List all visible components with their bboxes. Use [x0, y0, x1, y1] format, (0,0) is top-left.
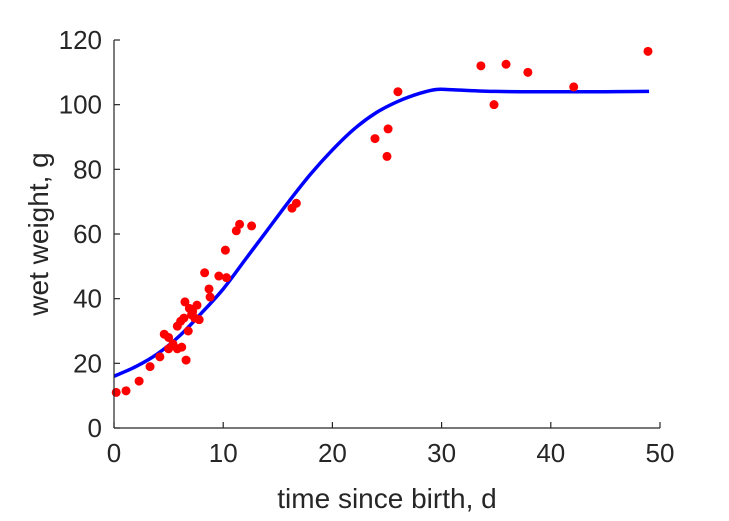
y-tick-label: 120 [59, 25, 102, 55]
data-point [383, 124, 393, 134]
y-tick-label: 0 [88, 413, 102, 443]
data-point [180, 297, 190, 307]
data-point [164, 332, 174, 342]
y-tick-label: 20 [73, 348, 102, 378]
x-tick-label: 10 [209, 438, 238, 468]
data-point [489, 100, 499, 110]
data-point [194, 315, 204, 325]
x-ticks: 0 10 20 30 40 50 [107, 422, 675, 468]
data-point [370, 134, 380, 144]
y-ticks: 0 20 40 60 80 100 120 [59, 25, 120, 443]
y-axis-title: wet weight, g [23, 152, 54, 316]
data-point [501, 59, 511, 69]
data-point [145, 362, 155, 372]
model-fit-line [113, 87, 650, 378]
data-point [523, 67, 533, 77]
data-point [111, 387, 121, 397]
data-point [205, 292, 215, 302]
plot-area [111, 46, 653, 397]
y-tick-label: 40 [73, 284, 102, 314]
data-point [134, 376, 144, 386]
data-point [155, 352, 165, 362]
data-point [382, 151, 392, 161]
data-point [183, 326, 193, 336]
data-point [200, 268, 210, 278]
y-tick-label: 80 [73, 154, 102, 184]
data-point [476, 61, 486, 71]
x-tick-label: 50 [646, 438, 675, 468]
x-tick-label: 20 [318, 438, 347, 468]
data-point [214, 271, 224, 281]
data-point [177, 342, 187, 352]
x-axis-title: time since birth, d [277, 483, 496, 514]
data-point [393, 87, 403, 97]
data-point [643, 46, 653, 56]
data-point [181, 355, 191, 365]
y-tick-label: 60 [73, 219, 102, 249]
data-point [121, 386, 131, 396]
data-point [291, 198, 301, 208]
data-point [247, 221, 257, 231]
x-tick-label: 30 [427, 438, 456, 468]
data-point [220, 245, 230, 255]
data-point [235, 219, 245, 229]
data-point [204, 284, 214, 294]
x-tick-label: 40 [536, 438, 565, 468]
data-point [569, 82, 579, 92]
data-point [192, 300, 202, 310]
data-point [221, 273, 231, 283]
x-tick-label: 0 [107, 438, 121, 468]
y-tick-label: 100 [59, 90, 102, 120]
data-point [179, 313, 189, 323]
